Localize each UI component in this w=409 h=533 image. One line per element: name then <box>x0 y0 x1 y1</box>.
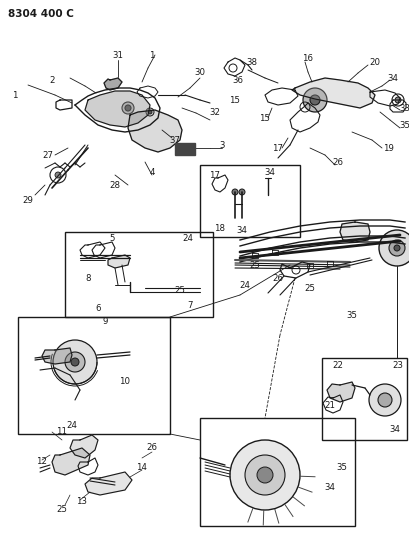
Circle shape <box>245 455 284 495</box>
Text: 26: 26 <box>146 443 157 453</box>
Text: 1: 1 <box>149 51 154 60</box>
Text: 14: 14 <box>136 464 147 472</box>
Circle shape <box>256 467 272 483</box>
Text: 27: 27 <box>43 150 53 159</box>
Text: 16: 16 <box>302 53 313 62</box>
Bar <box>65 232 213 317</box>
Text: 8: 8 <box>85 273 90 282</box>
Text: 20: 20 <box>369 58 380 67</box>
Text: 3: 3 <box>219 141 224 149</box>
Text: 25: 25 <box>174 286 185 295</box>
Text: 17: 17 <box>272 143 283 152</box>
Circle shape <box>148 110 152 114</box>
Circle shape <box>229 440 299 510</box>
Bar <box>200 418 354 526</box>
Bar <box>200 165 299 237</box>
Text: 13: 13 <box>76 497 87 506</box>
Polygon shape <box>52 448 90 475</box>
Polygon shape <box>85 472 132 495</box>
Text: 7: 7 <box>187 301 192 310</box>
Text: 8304 400 C: 8304 400 C <box>8 9 74 19</box>
Text: 24: 24 <box>182 233 193 243</box>
Polygon shape <box>85 91 150 127</box>
Text: 17: 17 <box>209 171 220 180</box>
Circle shape <box>393 245 399 251</box>
Text: 35: 35 <box>336 464 347 472</box>
Polygon shape <box>291 78 374 108</box>
Text: 19: 19 <box>382 143 393 152</box>
Text: 26: 26 <box>272 273 283 282</box>
Text: 38: 38 <box>246 58 257 67</box>
Circle shape <box>302 88 326 112</box>
Text: 34: 34 <box>389 425 400 434</box>
Text: 18: 18 <box>214 223 225 232</box>
Text: 9: 9 <box>102 318 108 327</box>
Text: 25: 25 <box>304 284 315 293</box>
Text: 35: 35 <box>398 120 409 130</box>
Text: 10: 10 <box>119 377 130 386</box>
Circle shape <box>55 172 61 178</box>
Circle shape <box>122 102 134 114</box>
Text: 34: 34 <box>264 167 275 176</box>
Circle shape <box>378 230 409 266</box>
Text: 4: 4 <box>149 167 154 176</box>
Text: 34: 34 <box>324 483 335 492</box>
Circle shape <box>368 384 400 416</box>
Text: 23: 23 <box>391 360 402 369</box>
Text: 32: 32 <box>209 108 220 117</box>
Text: 15: 15 <box>259 114 270 123</box>
Text: 26: 26 <box>332 157 343 166</box>
Text: 29: 29 <box>22 196 34 205</box>
Circle shape <box>65 352 85 372</box>
Bar <box>18 317 170 434</box>
Polygon shape <box>326 382 354 402</box>
Text: 36: 36 <box>232 76 243 85</box>
Text: 15: 15 <box>229 95 240 104</box>
Circle shape <box>53 340 97 384</box>
Text: 30: 30 <box>194 68 205 77</box>
Circle shape <box>309 95 319 105</box>
Text: 34: 34 <box>387 74 398 83</box>
Text: 6: 6 <box>95 303 101 312</box>
Text: 25: 25 <box>249 261 260 270</box>
Text: 33: 33 <box>398 103 409 112</box>
Polygon shape <box>128 110 182 152</box>
Text: 28: 28 <box>109 181 120 190</box>
Text: 22: 22 <box>332 360 343 369</box>
Circle shape <box>394 97 400 103</box>
Circle shape <box>71 358 79 366</box>
Circle shape <box>146 108 154 116</box>
Circle shape <box>388 240 404 256</box>
Text: 34: 34 <box>236 225 247 235</box>
Text: 2: 2 <box>49 76 55 85</box>
Text: 21: 21 <box>324 400 335 409</box>
Text: 5: 5 <box>109 233 115 243</box>
Text: 24: 24 <box>239 280 250 289</box>
Text: 12: 12 <box>36 457 47 466</box>
Bar <box>321 358 406 440</box>
Polygon shape <box>104 78 122 90</box>
Text: 31: 31 <box>112 51 123 60</box>
Text: 35: 35 <box>346 311 357 319</box>
Polygon shape <box>339 222 369 242</box>
Polygon shape <box>108 255 130 268</box>
Polygon shape <box>42 348 72 364</box>
Circle shape <box>231 189 237 195</box>
Text: 25: 25 <box>56 505 67 514</box>
Circle shape <box>238 189 245 195</box>
Text: 24: 24 <box>66 422 77 431</box>
Circle shape <box>377 393 391 407</box>
Text: 37: 37 <box>169 135 180 144</box>
Bar <box>175 143 195 155</box>
Text: 11: 11 <box>56 427 67 437</box>
Text: 1: 1 <box>12 91 18 100</box>
Circle shape <box>125 105 131 111</box>
Polygon shape <box>70 435 98 458</box>
